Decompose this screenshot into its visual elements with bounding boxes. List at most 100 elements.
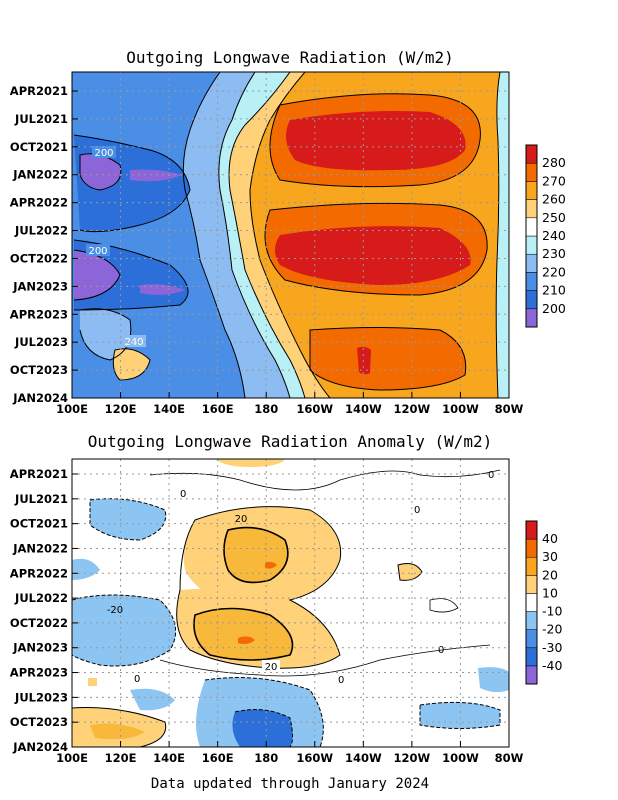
chart1-region-200c [74, 250, 120, 300]
chart2-x-tick-label: 120W [394, 751, 431, 765]
chart2-y-tick-label: APR2021 [10, 467, 68, 481]
chart1-colorbar-swatch [525, 235, 538, 255]
chart2-x-tick-label: 140W [345, 751, 382, 765]
chart1-colorbar-swatch [525, 144, 538, 164]
chart1-colorbar-tick-label: 220 [542, 264, 566, 279]
chart2-pos-west [90, 723, 145, 740]
chart1-x-tick-label: 120W [394, 402, 431, 416]
chart1-colorbar-swatch [525, 272, 538, 291]
chart2-neg-8 [130, 688, 175, 711]
chart1-colorbar-tick-label: 200 [542, 301, 566, 316]
chart1-x-tick-label: 160E [202, 402, 234, 416]
chart1-x-tick-label: 100W [442, 402, 479, 416]
chart2-colorbar-swatch [525, 611, 538, 630]
chart2-x-tick-label: 160W [296, 751, 333, 765]
chart2-contour-label-9: 0 [134, 674, 140, 685]
chart1-y-tick-label: APR2021 [10, 84, 68, 98]
chart2-y-tick-label: JUL2021 [14, 492, 68, 506]
chart2-colorbar-swatch [525, 647, 538, 667]
chart1-colorbar-tick-label: 240 [542, 228, 566, 243]
chart1-region-200d [140, 284, 185, 295]
chart1-region-280c [310, 327, 466, 390]
chart1-y-tick-label: APR2023 [10, 307, 68, 321]
chart2-y-tick-label: APR2022 [10, 566, 68, 580]
chart2-title: Outgoing Longwave Radiation Anomaly (W/m… [88, 432, 493, 451]
chart1-y-tick-label: APR2022 [10, 196, 68, 210]
chart1-x-tick-label: 140W [345, 402, 382, 416]
chart1-y-tick-label: JUL2021 [14, 112, 68, 126]
chart2-colorbar-tick-label: 10 [542, 585, 558, 600]
chart1-y-tick-label: OCT2023 [10, 363, 68, 377]
chart2-contour-label-4: 0 [180, 489, 186, 500]
chart2-contour-label-6: 0 [488, 470, 494, 481]
chart2-x-tick-label: 160E [202, 751, 234, 765]
chart2-colorbar-swatch [525, 520, 538, 540]
chart2-neg-2 [72, 595, 176, 666]
chart1-region-peakb [275, 226, 471, 285]
chart2-pos-5 [398, 563, 422, 581]
chart1-contour-label-2: 200 [88, 246, 107, 257]
chart2-colorbar-tick-label: -10 [542, 604, 562, 619]
chart2-contour-label-2: -20 [107, 605, 123, 616]
chart2-neg-1 [90, 498, 166, 540]
chart2-neg-7 [478, 667, 509, 693]
chart1-x-tick-label: 80W [495, 402, 524, 416]
chart1-colorbar-swatch [525, 308, 538, 328]
chart2-contour-label-3: 20 [265, 662, 278, 673]
chart1-x-tick-label: 160W [296, 402, 333, 416]
chart2-y-tick-label: JUL2022 [14, 591, 68, 605]
chart1-colorbar-swatch [525, 290, 538, 310]
chart1-y-tick-label: JAN2024 [12, 391, 68, 405]
chart1-region-200 [80, 153, 121, 190]
chart1-frame [71, 71, 510, 399]
chart1-y-tick-label: JUL2022 [14, 224, 68, 238]
chart1-colorbar: 200 210 220 230 240 250 260 270 280 [525, 144, 566, 328]
chart2-contour-label-1: 20 [235, 514, 248, 525]
chart2-x-tick-label: 120E [105, 751, 137, 765]
chart2-y-tick-label: OCT2023 [10, 715, 68, 729]
chart2-colorbar: -40 -30 -20 -10 10 20 30 40 [525, 520, 562, 685]
chart1-colorbar-tick-label: 280 [542, 155, 566, 170]
chart1-y-tick-label: JAN2022 [12, 168, 68, 182]
chart2-colorbar-swatch [525, 575, 538, 594]
chart2-colorbar-tick-label: 20 [542, 567, 558, 582]
chart2-y-tick-label: JAN2023 [12, 641, 68, 655]
chart1-colorbar-tick-label: 250 [542, 210, 566, 225]
chart1-region-warm-west [113, 348, 150, 380]
chart2-x-tick-label: 140E [153, 751, 185, 765]
chart1-colorbar-swatch [525, 199, 538, 219]
chart1-colorbar-tick-label: 260 [542, 192, 566, 207]
chart2-colorbar-swatch [525, 629, 538, 649]
chart2-y-tick-label: OCT2022 [10, 616, 68, 630]
chart2-x-tick-label: 100W [442, 751, 479, 765]
chart1-x-tick-label: 120E [105, 402, 137, 416]
chart2-x-tick-label: 80W [495, 751, 524, 765]
chart1-region-lightbox [80, 308, 131, 360]
chart2-y-tick-label: JAN2024 [12, 740, 68, 754]
chart1-x-tick-label: 140E [153, 402, 185, 416]
chart1-colorbar-swatch [525, 253, 538, 273]
chart2-colorbar-swatch [525, 593, 538, 612]
chart2-grid [72, 459, 509, 747]
chart2-x-tick-label: 100E [56, 751, 88, 765]
chart1-y-tick-label: OCT2022 [10, 251, 68, 265]
chart2-colorbar-tick-label: -40 [542, 658, 562, 673]
chart2-pos-30a [265, 561, 277, 569]
chart2-plot: 20 -20 20 0 0 0 0 0 0 [72, 459, 509, 747]
chart1-region-240 [218, 72, 305, 398]
chart2-colorbar-swatch [525, 538, 538, 558]
chart2-contour-label-7: 0 [438, 645, 444, 656]
chart2-y-tick-label: JUL2023 [14, 690, 68, 704]
chart2-y-ticks: APR2021 JUL2021 OCT2021 JAN2022 APR2022 JUL20… [10, 467, 78, 754]
chart2-pos-20b [194, 608, 293, 660]
chart2-frame [71, 458, 510, 748]
chart1-contour-label-1: 200 [94, 148, 113, 159]
chart1-colorbar-swatch [525, 181, 538, 200]
chart1-region-peak [286, 111, 466, 171]
chart1-y-tick-label: OCT2021 [10, 140, 68, 154]
chart2-x-ticks: 100E 120E 140E 160E 180 160W 140W 120W 100W 80W [56, 741, 524, 765]
chart1-x-ticks: 100E 120E 140E 160E 180 160W 140W 120W 100W 80W [56, 392, 524, 416]
chart1-y-tick-label: JUL2023 [14, 335, 68, 349]
chart1-grid [72, 72, 509, 398]
